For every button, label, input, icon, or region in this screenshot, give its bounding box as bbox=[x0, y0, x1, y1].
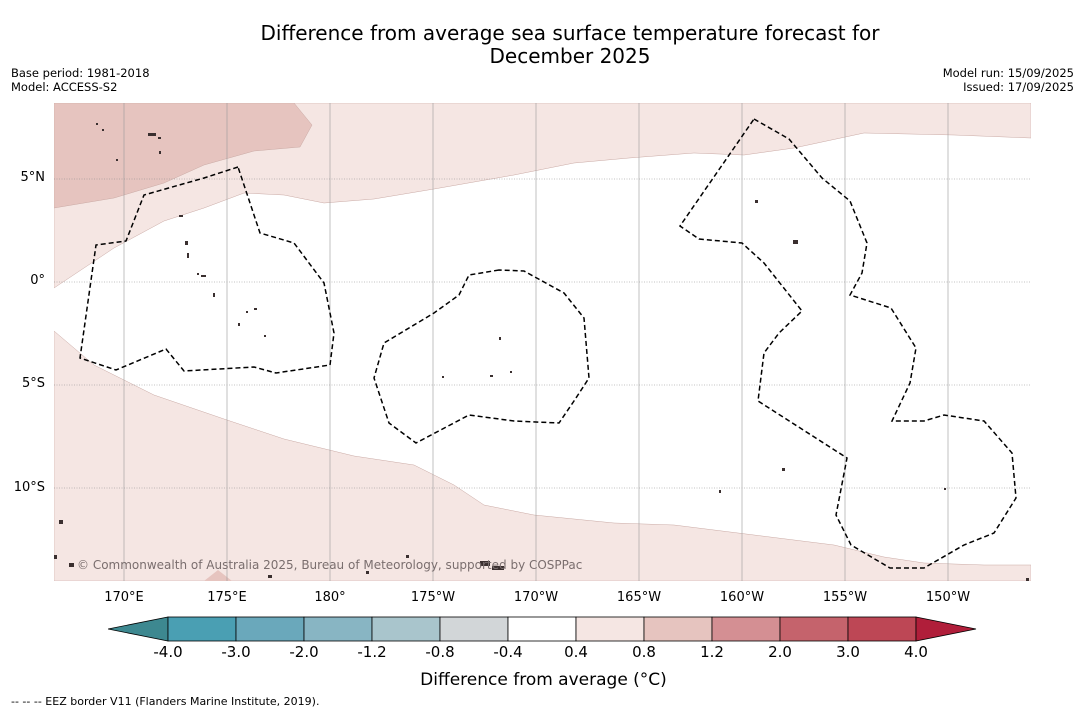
islands bbox=[54, 123, 1029, 581]
colorbar-segment bbox=[167, 616, 237, 642]
map-title: Difference from average sea surface temp… bbox=[0, 22, 1085, 68]
lat-label-5n: 5°N bbox=[20, 170, 46, 185]
sst-anomaly-map bbox=[54, 103, 1031, 581]
colorbar-tick: -4.0 bbox=[153, 643, 183, 661]
lon-label-160w: 160°W bbox=[719, 590, 765, 605]
colorbar-tick: 1.2 bbox=[700, 643, 724, 661]
lon-label-180: 180° bbox=[314, 590, 346, 605]
colorbar bbox=[108, 616, 977, 642]
colorbar-segment bbox=[711, 616, 781, 642]
colorbar-label: Difference from average (°C) bbox=[420, 670, 667, 690]
anomaly-region-north-dark bbox=[54, 103, 313, 209]
colorbar-tick: -1.2 bbox=[357, 643, 387, 661]
colorbar-tick: 2.0 bbox=[768, 643, 792, 661]
colorbar-segment bbox=[779, 616, 849, 642]
colorbar-tick: -0.8 bbox=[425, 643, 455, 661]
colorbar-segment bbox=[371, 616, 441, 642]
base-period-text: Base period: 1981-2018 bbox=[11, 66, 150, 80]
model-run-text: Model run: 15/09/2025 bbox=[942, 66, 1074, 80]
copyright-text: © Commonwealth of Australia 2025, Bureau… bbox=[77, 558, 583, 572]
eez-borders bbox=[79, 118, 1017, 569]
colorbar-segment bbox=[847, 616, 917, 642]
lon-label-155w: 155°W bbox=[822, 590, 868, 605]
anomaly-region-south-light bbox=[54, 330, 1031, 581]
lon-label-175e: 175°E bbox=[207, 590, 247, 605]
colorbar-segment bbox=[439, 616, 509, 642]
lat-label-5s: 5°S bbox=[21, 376, 45, 391]
colorbar-extend-low bbox=[108, 616, 169, 642]
eez-border-kiribati-gilbert bbox=[79, 166, 335, 374]
lon-label-175w: 175°W bbox=[410, 590, 456, 605]
anomaly-region-north-light bbox=[54, 103, 1031, 289]
colorbar-tick: 3.0 bbox=[836, 643, 860, 661]
title-line-2: December 2025 bbox=[489, 44, 651, 68]
colorbar-tick: -3.0 bbox=[221, 643, 251, 661]
colorbar-segment bbox=[507, 616, 577, 642]
anomaly-region-south-dark bbox=[204, 570, 232, 581]
lon-label-150w: 150°W bbox=[925, 590, 971, 605]
map-meridians bbox=[123, 103, 949, 581]
colorbar-tick: -0.4 bbox=[493, 643, 523, 661]
colorbar-extend-high bbox=[915, 616, 977, 642]
lon-label-170e: 170°E bbox=[104, 590, 144, 605]
lat-label-10s: 10°S bbox=[13, 480, 45, 495]
title-line-1: Difference from average sea surface temp… bbox=[260, 21, 880, 45]
colorbar-tick: 0.4 bbox=[564, 643, 588, 661]
lat-label-0: 0° bbox=[30, 273, 45, 288]
model-info: Base period: 1981-2018 Model: ACCESS-S2 bbox=[11, 66, 150, 94]
model-text: Model: ACCESS-S2 bbox=[11, 80, 118, 94]
issued-text: Issued: 17/09/2025 bbox=[963, 80, 1074, 94]
eez-legend-footnote: -- -- -- EEZ border V11 (Flanders Marine… bbox=[11, 695, 320, 708]
colorbar-tick: -2.0 bbox=[289, 643, 319, 661]
colorbar-segment bbox=[643, 616, 713, 642]
eez-border-kiribati-phoenix bbox=[373, 269, 590, 444]
colorbar-segment bbox=[575, 616, 645, 642]
colorbar-tick: 0.8 bbox=[632, 643, 656, 661]
eez-border-kiribati-line bbox=[678, 118, 1017, 569]
colorbar-tick: 4.0 bbox=[904, 643, 928, 661]
lon-label-165w: 165°W bbox=[616, 590, 662, 605]
colorbar-segment bbox=[303, 616, 373, 642]
run-info: Model run: 15/09/2025 Issued: 17/09/2025 bbox=[943, 66, 1074, 94]
lon-label-170w: 170°W bbox=[513, 590, 559, 605]
colorbar-segment bbox=[235, 616, 305, 642]
